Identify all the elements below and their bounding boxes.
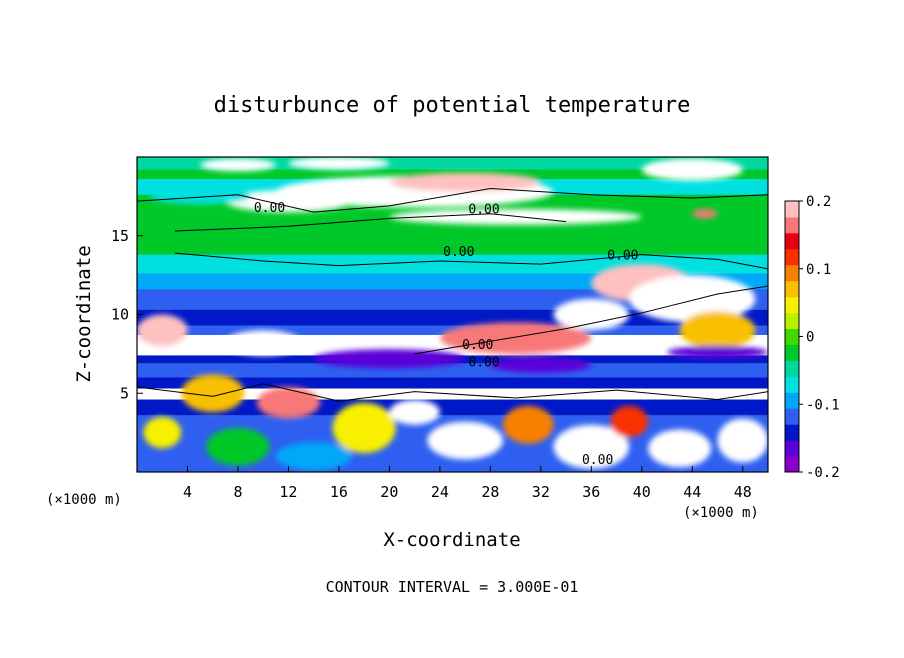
colorbar-label: -0.2 <box>806 465 840 481</box>
contour-line <box>174 213 567 232</box>
heatmap-field: 0.00 0.00 0.00 0.00 0.00 0.00 0.00 <box>137 157 768 472</box>
colorbar-swatch <box>785 424 799 441</box>
contour-label: 0.00 <box>607 248 638 263</box>
field-blob <box>275 442 352 471</box>
contour-label-group: 0.00 0.00 0.00 0.00 0.00 0.00 0.00 <box>254 201 639 468</box>
field-blob <box>717 418 768 463</box>
contour-label: 0.00 <box>443 245 474 260</box>
contour-label: 0.00 <box>582 453 613 468</box>
x-tick-label: 4 <box>183 483 192 501</box>
field-blob <box>200 158 276 172</box>
field-blob <box>137 314 188 346</box>
x-tick-label: 28 <box>481 483 499 501</box>
contour-label: 0.00 <box>462 338 493 353</box>
field-blob <box>648 429 712 468</box>
x-tick-label: 8 <box>233 483 242 501</box>
field-blob <box>225 330 302 356</box>
field-blob <box>553 424 630 469</box>
colorbar-swatch <box>785 201 799 218</box>
colorbar-label: -0.1 <box>806 397 840 413</box>
field-blob <box>692 208 718 219</box>
colorbar-swatch <box>785 216 799 234</box>
colorbar-swatch <box>785 280 799 298</box>
contour-line <box>137 383 768 402</box>
field-blob <box>149 188 251 205</box>
x-unit-right: (×1000 m) <box>683 505 759 521</box>
x-tick-label: 40 <box>633 483 651 501</box>
colorbar-swatch <box>785 344 799 361</box>
colorbar-swatch <box>785 360 799 377</box>
field-band <box>137 157 768 170</box>
y-axis-label: Z-coordinate <box>73 245 95 382</box>
contour-lines <box>137 187 768 402</box>
x-tick-label: 20 <box>380 483 398 501</box>
x-tick-label: 16 <box>330 483 348 501</box>
field-blob <box>641 158 743 181</box>
contour-label: 0.00 <box>468 203 499 218</box>
field-blob <box>206 427 270 466</box>
colorbar-label: 0.2 <box>806 194 831 210</box>
colorbar-swatch <box>785 440 799 457</box>
y-tick-label: 5 <box>120 384 129 402</box>
field-blob <box>667 346 768 359</box>
colorbar-swatch <box>785 392 799 409</box>
field-blob <box>610 405 649 438</box>
contour-interval-footer: CONTOUR INTERVAL = 3.000E-01 <box>326 578 579 596</box>
colorbar-swatch <box>785 296 799 314</box>
colorbar-swatch <box>785 408 799 425</box>
field-blobs <box>137 157 768 471</box>
y-axis: 5 10 15 <box>111 227 143 402</box>
contour-label: 0.00 <box>254 201 285 216</box>
y-tick-label: 10 <box>111 306 129 324</box>
field-band <box>137 377 768 389</box>
field-blob <box>553 298 630 331</box>
colorbar-swatch <box>785 456 799 473</box>
field-blob <box>389 399 440 425</box>
colorbar-label: 0.1 <box>806 262 831 278</box>
contour-line <box>414 285 768 355</box>
field-blob <box>389 208 642 225</box>
colorbar-swatch <box>785 232 799 250</box>
x-tick-label: 32 <box>532 483 550 501</box>
colorbar-label: 0 <box>806 330 814 346</box>
colorbar-swatch <box>785 264 799 282</box>
field-band <box>137 363 768 378</box>
colorbar-swatch <box>785 328 799 345</box>
colorbar-swatch <box>785 248 799 266</box>
colorbar-swatch <box>785 312 799 330</box>
field-blob <box>313 349 466 369</box>
field-blob <box>225 190 352 213</box>
x-unit-left: (×1000 m) <box>46 492 122 508</box>
x-tick-label: 36 <box>582 483 600 501</box>
field-blob <box>629 275 756 323</box>
colorbar-swatch <box>785 376 799 393</box>
field-blob <box>490 357 592 373</box>
x-axis-label: X-coordinate <box>383 529 520 551</box>
chart-title: disturbunce of potential temperature <box>214 93 691 118</box>
x-tick-label: 44 <box>683 483 701 501</box>
x-tick-label: 24 <box>431 483 449 501</box>
field-blob <box>288 157 390 170</box>
y-tick-label: 15 <box>111 227 129 245</box>
field-blob <box>389 172 541 192</box>
field-blob <box>143 416 182 449</box>
field-blob <box>256 386 320 419</box>
field-blob <box>679 311 756 350</box>
x-tick-label: 48 <box>734 483 752 501</box>
x-tick-label: 12 <box>279 483 297 501</box>
field-blob <box>332 402 396 454</box>
contour-line <box>137 187 768 213</box>
x-axis: 4 8 12 16 20 24 28 32 36 40 44 48 <box>183 466 752 501</box>
contour-line <box>174 252 768 270</box>
field-blob <box>181 374 245 413</box>
field-blob <box>439 322 592 354</box>
colorbar: 0.2 0.1 0 -0.1 -0.2 <box>784 194 840 481</box>
contour-label: 0.00 <box>468 355 499 370</box>
field-blob <box>502 405 554 444</box>
field-blob <box>427 421 503 460</box>
